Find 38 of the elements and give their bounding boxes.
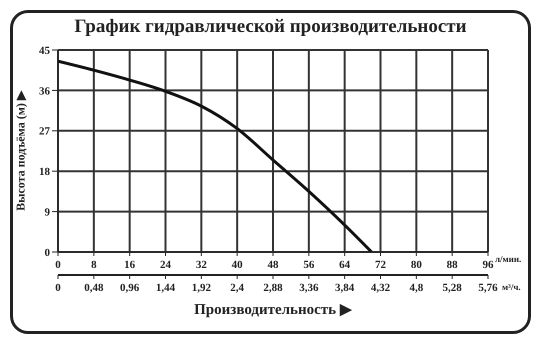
text: л/мин. <box>495 254 522 264</box>
x2-tick-label: 1,92 <box>192 282 212 294</box>
y-tick-label: 27 <box>39 126 50 138</box>
x-tick-label: 56 <box>303 259 315 271</box>
x-tick-label: 48 <box>268 259 279 271</box>
y-tick-label: 36 <box>39 85 50 98</box>
y-tick-label: 45 <box>39 44 50 57</box>
x2-tick-label: 4,32 <box>370 282 391 294</box>
x-axis-title: Производительность ▶ <box>193 301 353 319</box>
y-tick-label: 9 <box>44 206 50 219</box>
x2-tick-label: 4,8 <box>409 282 424 294</box>
x-tick-label: 24 <box>160 259 172 271</box>
y-tick-label: 18 <box>39 166 50 178</box>
x2-tick-label: 3,36 <box>299 282 319 294</box>
x-tick-label: 0 <box>55 259 62 271</box>
x2-tick-label: 0,96 <box>120 282 140 294</box>
chart-title: График гидравлической производительности <box>73 16 468 38</box>
y-axis-title: Высота подъёма (м) ▶ <box>13 90 28 211</box>
x-tick-label: 16 <box>124 259 136 271</box>
x2-tick-label: 1,44 <box>156 282 176 294</box>
line-series <box>58 60 374 252</box>
x-tick-label: 40 <box>232 259 244 271</box>
x2-tick-label: 2,88 <box>263 282 284 294</box>
x-tick-label: 32 <box>196 259 208 271</box>
x2-tick-label: 5,28 <box>442 282 462 294</box>
x2-tick-label: 3,84 <box>335 282 355 294</box>
x2-tick-label: 0,48 <box>84 282 104 294</box>
x2-tick-label: 0 <box>55 282 62 294</box>
x-tick-label: 64 <box>339 259 351 271</box>
x-tick-label: 8 <box>91 259 98 271</box>
x-tick-label: 88 <box>446 259 458 271</box>
x-tick-label: 72 <box>375 259 386 271</box>
x-tick-label: 80 <box>410 259 422 271</box>
y-tick-label: 0 <box>44 246 50 259</box>
x2-tick-label: 2,4 <box>230 282 245 294</box>
x2-tick-label: 5,76 <box>478 282 498 294</box>
text: м³/ч. <box>502 282 521 292</box>
x-tick-label: 96 <box>482 259 494 271</box>
